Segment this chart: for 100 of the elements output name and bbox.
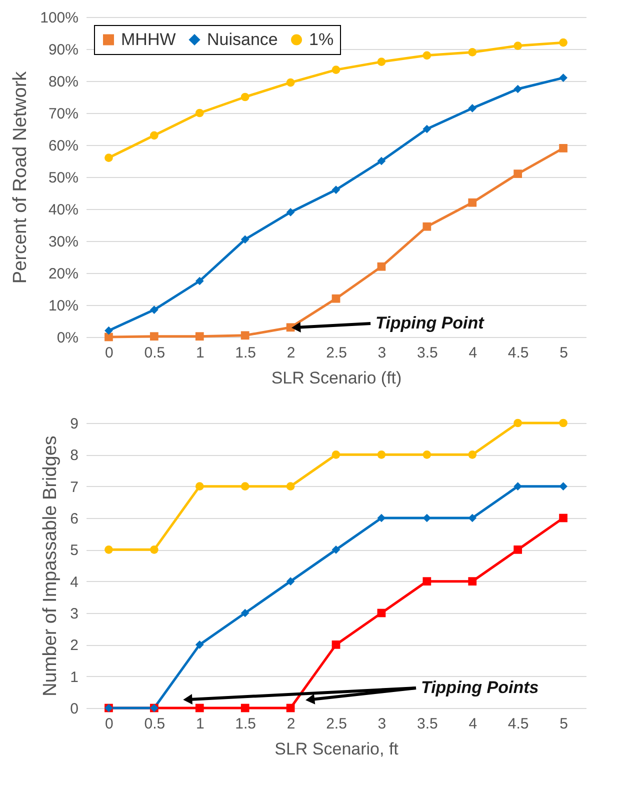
- point: [377, 156, 386, 166]
- x-tick-label: 1.5: [235, 716, 256, 732]
- x-tick-label: 4.5: [508, 716, 529, 732]
- point: [559, 144, 568, 152]
- annotation: Tipping Point: [376, 314, 486, 333]
- point: [422, 222, 432, 231]
- y-tick-label: 30%: [48, 234, 78, 250]
- y-tick-label: 100%: [40, 10, 78, 26]
- y-tick-label: 5: [70, 542, 78, 560]
- y-tick-label: 60%: [48, 138, 78, 154]
- point: [240, 482, 250, 491]
- point: [514, 170, 522, 178]
- point: [240, 608, 250, 618]
- x-tick-label: 0.5: [144, 344, 166, 362]
- point: [559, 38, 568, 47]
- point: [104, 326, 113, 335]
- annotation: Tipping Points: [421, 678, 539, 698]
- point: [514, 482, 522, 491]
- point: [332, 450, 340, 459]
- point: [195, 108, 204, 118]
- point: [286, 78, 295, 87]
- point: [559, 74, 568, 82]
- y-axis-title: Percent of Road Network: [10, 70, 32, 284]
- y-axis-title: Number of Impassable Bridges: [40, 436, 62, 696]
- point: [286, 482, 295, 491]
- x-tick-label: 1: [196, 344, 204, 362]
- x-tick-label: 3.5: [416, 344, 438, 362]
- point: [150, 332, 158, 341]
- x-tick-label: 1.5: [235, 344, 256, 362]
- point: [514, 42, 522, 50]
- point: [514, 418, 522, 428]
- y-tick-label: 3: [70, 606, 78, 622]
- y-tick-label: 20%: [48, 266, 78, 282]
- point: [104, 154, 113, 162]
- point: [559, 514, 568, 522]
- point: [332, 545, 340, 554]
- point: [468, 450, 477, 459]
- y-tick-label: 70%: [48, 106, 78, 122]
- y-tick-label: 6: [70, 510, 78, 528]
- point: [422, 51, 432, 60]
- y-tick-label: 10%: [48, 298, 78, 314]
- x-tick-label: 2.5: [326, 344, 347, 362]
- point: [195, 640, 204, 649]
- x-tick-label: 2.5: [326, 716, 347, 732]
- y-tick-label: 0: [70, 700, 78, 718]
- point: [240, 92, 250, 102]
- legend-label: 1%: [309, 30, 334, 49]
- point: [195, 276, 204, 286]
- point: [559, 418, 568, 428]
- y-tick-label: 80%: [48, 74, 78, 90]
- x-tick-label: 2: [286, 716, 296, 732]
- y-tick-label: 8: [70, 447, 78, 464]
- x-tick-label: 5: [560, 344, 568, 362]
- point: [377, 608, 386, 618]
- point: [377, 262, 386, 271]
- x-tick-label: 0: [105, 716, 114, 732]
- y-tick-label: 0%: [56, 330, 78, 346]
- point: [195, 704, 204, 712]
- x-tick-label: 1: [196, 716, 204, 732]
- x-tick-label: 5: [560, 716, 568, 732]
- point: [286, 208, 295, 216]
- point: [104, 332, 113, 342]
- point: [150, 306, 158, 314]
- point: [422, 450, 432, 459]
- y-tick-label: 9: [70, 416, 78, 432]
- x-tick-label: 4.5: [508, 344, 529, 362]
- x-tick-label: 4: [468, 716, 478, 732]
- x-tick-label: 0.5: [144, 716, 166, 732]
- point: [377, 58, 386, 66]
- point: [286, 704, 295, 712]
- x-tick-label: 3: [378, 344, 386, 362]
- legend-label: Nuisance: [207, 30, 278, 49]
- point: [240, 235, 250, 244]
- y-tick-label: 4: [70, 574, 78, 591]
- point: [240, 331, 250, 340]
- point: [422, 124, 432, 134]
- point: [332, 294, 340, 303]
- y-tick-label: 2: [70, 637, 78, 654]
- point: [332, 66, 340, 74]
- y-tick-label: 1: [70, 668, 78, 686]
- point: [332, 640, 340, 649]
- y-tick-label: 7: [70, 478, 78, 496]
- x-tick-label: 0: [105, 344, 114, 362]
- point: [468, 198, 477, 207]
- point: [150, 131, 158, 140]
- point: [468, 48, 477, 56]
- y-tick-label: 40%: [48, 202, 78, 218]
- point: [195, 332, 204, 341]
- point: [104, 545, 113, 554]
- x-axis-title: SLR Scenario, ft: [274, 740, 399, 758]
- y-tick-label: 50%: [48, 170, 78, 186]
- x-tick-label: 3: [378, 716, 386, 732]
- point: [240, 704, 250, 712]
- legend-label: MHHW: [121, 30, 176, 49]
- point: [514, 545, 522, 554]
- point: [332, 186, 340, 194]
- y-tick-label: 90%: [48, 42, 78, 58]
- x-tick-label: 4: [468, 344, 478, 362]
- point: [468, 577, 477, 586]
- x-axis-title: SLR Scenario (ft): [271, 368, 402, 388]
